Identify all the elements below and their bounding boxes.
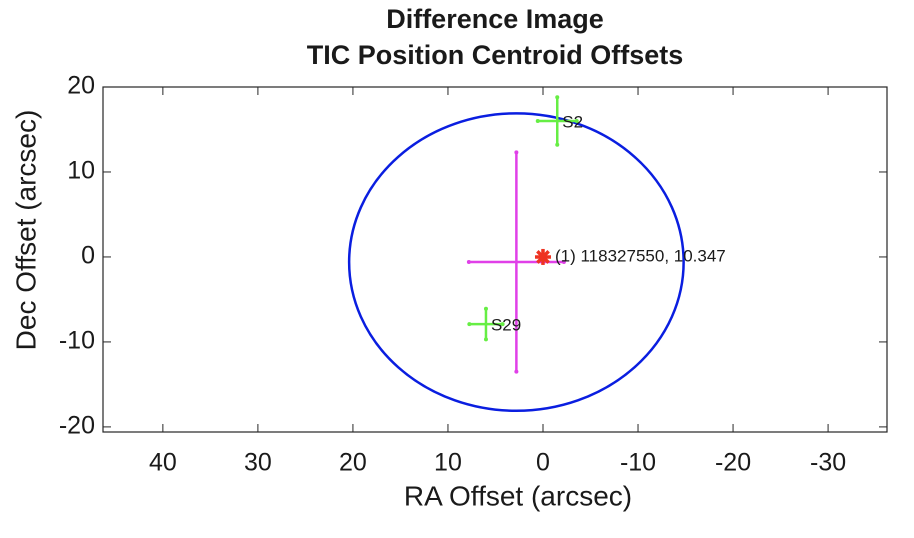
- centroid-cap: [514, 150, 519, 155]
- x-axis-label: RA Offset (arcsec): [404, 480, 632, 511]
- source-cap: [555, 95, 560, 100]
- chart-title: Difference Image: [386, 4, 604, 34]
- star-stroke: [536, 250, 550, 264]
- uncertainty-circle: [347, 112, 685, 413]
- target-star: [534, 248, 551, 265]
- source-cap: [483, 337, 488, 342]
- source-cap: [555, 142, 560, 147]
- source-label: S2: [562, 112, 583, 131]
- centroid-cap: [561, 260, 566, 265]
- y-tick-label: 10: [67, 157, 95, 185]
- source-cap: [467, 322, 472, 327]
- x-tick-label: 10: [434, 449, 462, 477]
- y-axis-label: Dec Offset (arcsec): [10, 110, 41, 351]
- x-tick-label: 20: [339, 449, 367, 477]
- x-tick-label: -10: [620, 449, 656, 477]
- x-tick-label: 0: [536, 449, 550, 477]
- plot-frame: [102, 86, 888, 433]
- source-cap: [483, 306, 488, 311]
- centroid-cap: [466, 260, 471, 265]
- y-tick-label: -20: [59, 412, 95, 440]
- x-tick-label: 40: [149, 449, 177, 477]
- target-label: (1) 118327550, 10.347: [555, 246, 726, 265]
- x-tick-label: -20: [715, 449, 751, 477]
- x-tick-label: -30: [810, 449, 846, 477]
- y-tick-label: 20: [67, 72, 95, 100]
- source-cap: [574, 118, 579, 123]
- centroid-cap: [514, 369, 519, 374]
- source-cap: [500, 322, 505, 327]
- y-tick-label: 0: [81, 242, 95, 270]
- x-tick-label: 30: [244, 449, 272, 477]
- source-label: S29: [491, 316, 521, 335]
- y-tick-label: -10: [59, 327, 95, 355]
- chart-title: TIC Position Centroid Offsets: [307, 40, 684, 70]
- source-cap: [535, 118, 540, 123]
